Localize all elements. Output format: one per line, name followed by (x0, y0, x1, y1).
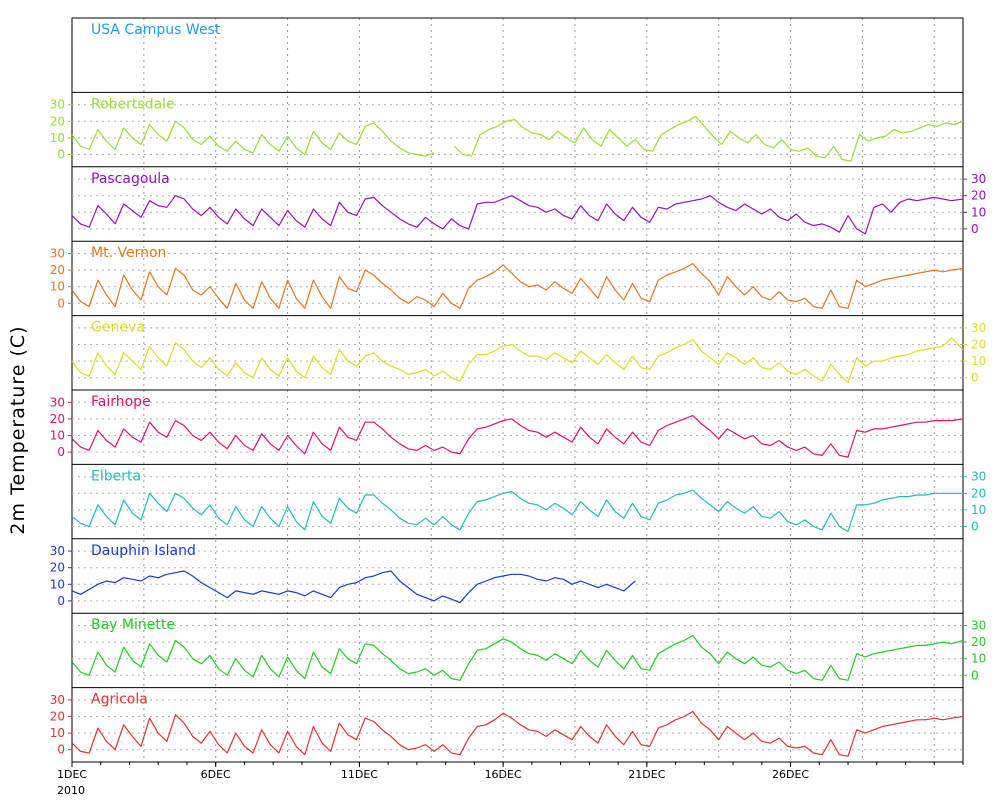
y-tick-label: 0 (971, 371, 979, 385)
y-tick-label: 10 (971, 503, 986, 517)
panel-title: Mt. Vernon (91, 245, 166, 261)
panel-title: Fairhope (91, 394, 151, 410)
panel-title: Geneva (91, 320, 145, 336)
y-tick-label: 30 (971, 321, 986, 335)
x-year-label: 2010 (57, 784, 85, 797)
panel-title: Dauphin Island (91, 543, 196, 559)
y-tick-label: 0 (57, 148, 65, 162)
y-tick-label: 30 (50, 693, 65, 707)
y-axis-title: 2m Temperature (C) (7, 325, 29, 534)
x-tick-label: 26DEC (772, 768, 809, 781)
panel-title: Pascagoula (91, 171, 170, 187)
y-tick-label: 20 (50, 710, 65, 724)
y-tick-label: 20 (50, 561, 65, 575)
panels-layer: USA Campus WestRobertsdale0102030Pascago… (50, 17, 986, 763)
y-tick-label: 30 (50, 247, 65, 261)
y-tick-label: 20 (50, 114, 65, 128)
y-tick-label: 10 (50, 131, 65, 145)
y-tick-label: 10 (971, 205, 986, 219)
y-tick-label: 0 (971, 668, 979, 682)
y-tick-label: 10 (50, 429, 65, 443)
y-tick-label: 10 (50, 577, 65, 591)
panel-usa-campus-west: USA Campus West (91, 22, 221, 38)
panel-agricola: Agricola 0 10 20 30 (50, 687, 964, 757)
panel-title: Elberta (91, 468, 141, 484)
y-tick-label: 30 (50, 395, 65, 409)
panel-title: Bay Minette (91, 617, 175, 633)
panel-fairhope: Fairhope 0 10 20 30 (50, 389, 964, 459)
panel-mt-vernon: Mt. Vernon 0 10 20 30 (50, 240, 964, 310)
x-tick-label: 1DEC (57, 768, 87, 781)
series-line-pascagoula (71, 195, 964, 235)
y-tick-label: 20 (971, 338, 986, 352)
panel-pascagoula: Pascagoula 0 10 20 30 (71, 166, 986, 236)
panel-dauphin-island: Dauphin Island 0 10 20 30 (50, 538, 963, 608)
series-line-robertsdale (71, 115, 964, 162)
x-tick-label: 16DEC (485, 768, 522, 781)
panel-title: USA Campus West (91, 22, 221, 38)
x-tick-label: 6DEC (201, 768, 231, 781)
x-tick-label: 21DEC (628, 768, 665, 781)
y-tick-label: 0 (57, 445, 65, 459)
series-line-fairhope (71, 415, 964, 458)
series-line-geneva (71, 337, 964, 384)
panel-robertsdale: Robertsdale 0 10 20 30 (50, 91, 964, 162)
y-tick-label: 30 (50, 544, 65, 558)
series-line-agricola (71, 710, 964, 757)
series-line-mt-vernon (71, 262, 964, 309)
y-tick-label: 20 (50, 412, 65, 426)
series-line-bay-minette (71, 634, 964, 681)
x-tick-label: 11DEC (341, 768, 378, 781)
y-tick-label: 10 (971, 652, 986, 666)
panel-geneva: Geneva 0 10 20 30 (71, 315, 986, 385)
y-tick-label: 30 (971, 619, 986, 633)
y-tick-label: 20 (971, 486, 986, 500)
y-tick-label: 30 (971, 470, 986, 484)
y-tick-label: 0 (57, 743, 65, 757)
y-tick-label: 0 (971, 222, 979, 236)
y-tick-label: 20 (971, 189, 986, 203)
panel-bay-minette: Bay Minette 0 10 20 30 (71, 612, 986, 682)
panel-elberta: Elberta 0 10 20 30 (71, 463, 986, 534)
y-tick-label: 30 (971, 172, 986, 186)
y-tick-label: 10 (971, 354, 986, 368)
panel-title: Agricola (91, 692, 148, 708)
series-line-dauphin-island (71, 570, 636, 604)
y-tick-label: 0 (57, 594, 65, 608)
y-tick-label: 20 (50, 263, 65, 277)
y-tick-label: 30 (50, 98, 65, 112)
y-tick-label: 0 (57, 296, 65, 310)
y-tick-label: 20 (971, 635, 986, 649)
series-line-elberta (71, 489, 963, 533)
x-axis: 1DEC 6DEC 11DEC 16DEC 21DEC 26DEC (57, 762, 964, 781)
y-tick-label: 10 (50, 726, 65, 740)
panel-title: Robertsdale (91, 96, 175, 112)
y-tick-label: 0 (971, 520, 979, 534)
y-tick-label: 10 (50, 280, 65, 294)
